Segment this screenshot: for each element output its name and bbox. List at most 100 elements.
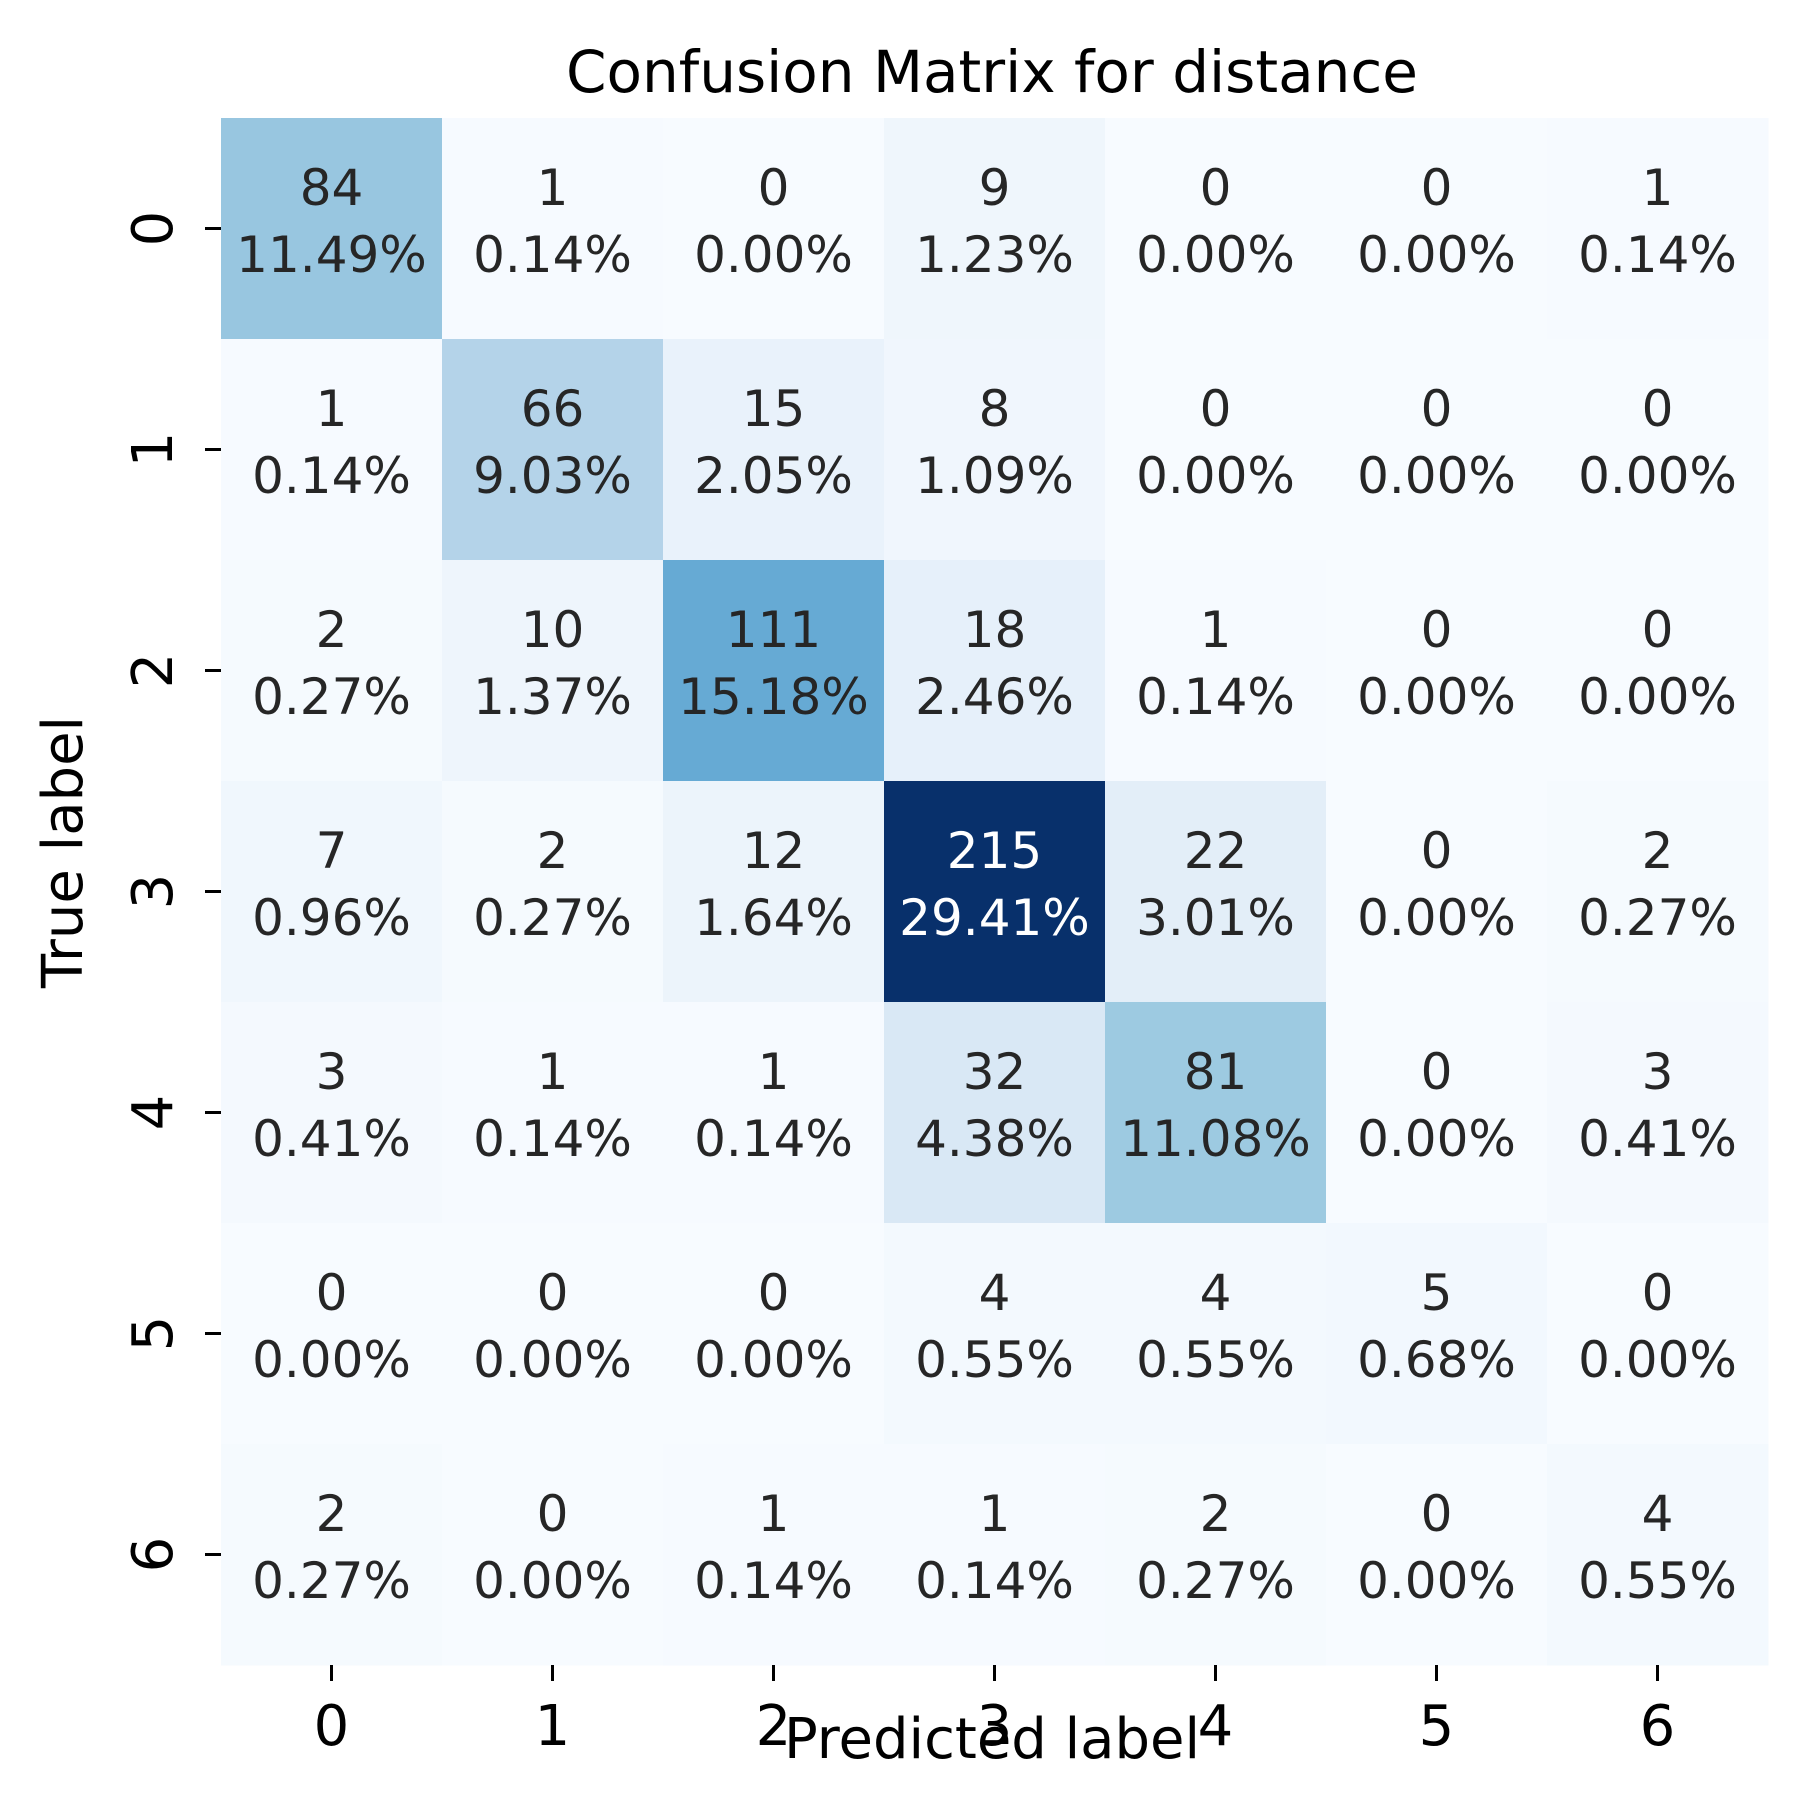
cell-percent-4-1: 0.14% (473, 1110, 632, 1168)
cell-percent-5-4: 0.55% (1136, 1331, 1295, 1389)
heatmap-cells: 8411.49%10.14%00.00%91.23%00.00%00.00%10… (221, 118, 1769, 1666)
cell-percent-4-0: 0.41% (252, 1110, 411, 1168)
cell-percent-1-1: 9.03% (473, 447, 632, 505)
x-tick-label-1: 1 (535, 1694, 571, 1759)
y-tick-label-1: 1 (121, 432, 186, 468)
cell-count-6-1: 0 (537, 1485, 569, 1543)
cell-percent-1-2: 2.05% (694, 447, 853, 505)
y-tick-label-2: 2 (121, 653, 186, 689)
cell-count-0-2: 0 (758, 159, 790, 217)
cell-count-5-0: 0 (316, 1264, 348, 1322)
cell-count-4-6: 3 (1642, 1043, 1674, 1101)
cell-percent-0-6: 0.14% (1578, 226, 1737, 284)
cell-count-1-3: 8 (979, 380, 1011, 438)
cell-percent-3-0: 0.96% (252, 889, 411, 947)
x-axis-label: Predicted label (784, 1707, 1200, 1772)
cell-3-6 (1547, 781, 1769, 1003)
cell-percent-2-0: 0.27% (252, 668, 411, 726)
cell-count-2-4: 1 (1200, 601, 1232, 659)
cell-percent-4-3: 4.38% (915, 1110, 1074, 1168)
cell-count-3-6: 2 (1642, 822, 1674, 880)
cell-count-1-1: 66 (521, 380, 585, 438)
cell-percent-3-2: 1.64% (694, 889, 853, 947)
x-tick-label-4: 4 (1198, 1694, 1234, 1759)
y-tick-label-4: 4 (121, 1095, 186, 1131)
cell-0-5 (1326, 118, 1548, 340)
cell-count-4-5: 0 (1421, 1043, 1453, 1101)
cell-count-5-3: 4 (979, 1264, 1011, 1322)
cell-percent-0-5: 0.00% (1357, 226, 1516, 284)
cell-percent-0-1: 0.14% (473, 226, 632, 284)
cell-percent-2-5: 0.00% (1357, 668, 1516, 726)
cell-count-6-6: 4 (1642, 1485, 1674, 1543)
cell-count-2-5: 0 (1421, 601, 1453, 659)
cell-percent-0-0: 11.49% (236, 226, 427, 284)
cell-count-1-6: 0 (1642, 380, 1674, 438)
cell-count-4-4: 81 (1184, 1043, 1248, 1101)
cell-percent-3-1: 0.27% (473, 889, 632, 947)
cell-4-3 (884, 1002, 1106, 1224)
cell-count-6-5: 0 (1421, 1485, 1453, 1543)
cell-count-6-4: 2 (1200, 1485, 1232, 1543)
y-tick-label-5: 5 (121, 1316, 186, 1352)
cell-count-5-1: 0 (537, 1264, 569, 1322)
cell-5-2 (663, 1223, 885, 1445)
cell-count-4-3: 32 (963, 1043, 1027, 1101)
cell-count-5-5: 5 (1421, 1264, 1453, 1322)
cell-5-0 (221, 1223, 443, 1445)
cell-count-1-5: 0 (1421, 380, 1453, 438)
cell-1-1 (442, 339, 664, 561)
cell-1-5 (1326, 339, 1548, 561)
cell-4-1 (442, 1002, 664, 1224)
cell-count-0-0: 84 (300, 159, 364, 217)
cell-6-4 (1105, 1444, 1327, 1666)
cell-count-0-6: 1 (1642, 159, 1674, 217)
cell-3-3 (884, 781, 1106, 1003)
cell-0-3 (884, 118, 1106, 340)
cell-percent-3-3: 29.41% (899, 889, 1090, 947)
cell-count-4-2: 1 (758, 1043, 790, 1101)
cell-count-3-3: 215 (947, 822, 1042, 880)
cell-1-2 (663, 339, 885, 561)
x-tick-label-6: 6 (1640, 1694, 1676, 1759)
cell-6-1 (442, 1444, 664, 1666)
cell-2-2 (663, 560, 885, 782)
cell-count-6-3: 1 (979, 1485, 1011, 1543)
cell-percent-6-2: 0.14% (694, 1552, 853, 1610)
cell-percent-5-2: 0.00% (694, 1331, 853, 1389)
cell-percent-2-2: 15.18% (678, 668, 869, 726)
cell-percent-0-3: 1.23% (915, 226, 1074, 284)
cell-count-2-1: 10 (521, 601, 585, 659)
cell-percent-4-2: 0.14% (694, 1110, 853, 1168)
cell-count-6-2: 1 (758, 1485, 790, 1543)
cell-percent-5-5: 0.68% (1357, 1331, 1516, 1389)
chart-title: Confusion Matrix for distance (566, 38, 1418, 106)
cell-count-4-1: 1 (537, 1043, 569, 1101)
cell-0-0 (221, 118, 443, 340)
cell-percent-1-3: 1.09% (915, 447, 1074, 505)
cell-count-0-1: 1 (537, 159, 569, 217)
cell-percent-4-4: 11.08% (1120, 1110, 1311, 1168)
cell-count-2-3: 18 (963, 601, 1027, 659)
cell-percent-5-0: 0.00% (252, 1331, 411, 1389)
cell-3-2 (663, 781, 885, 1003)
cell-4-5 (1326, 1002, 1548, 1224)
cell-4-6 (1547, 1002, 1769, 1224)
cell-count-6-0: 2 (316, 1485, 348, 1543)
cell-1-0 (221, 339, 443, 561)
cell-0-6 (1547, 118, 1769, 340)
cell-count-5-4: 4 (1200, 1264, 1232, 1322)
cell-count-3-5: 0 (1421, 822, 1453, 880)
cell-percent-3-6: 0.27% (1578, 889, 1737, 947)
cell-percent-3-5: 0.00% (1357, 889, 1516, 947)
cell-2-6 (1547, 560, 1769, 782)
cell-1-6 (1547, 339, 1769, 561)
cell-2-3 (884, 560, 1106, 782)
x-tick-label-5: 5 (1419, 1694, 1455, 1759)
cell-percent-2-4: 0.14% (1136, 668, 1295, 726)
cell-percent-2-6: 0.00% (1578, 668, 1737, 726)
cell-count-1-2: 15 (742, 380, 806, 438)
cell-count-3-0: 7 (316, 822, 348, 880)
cell-percent-0-2: 0.00% (694, 226, 853, 284)
